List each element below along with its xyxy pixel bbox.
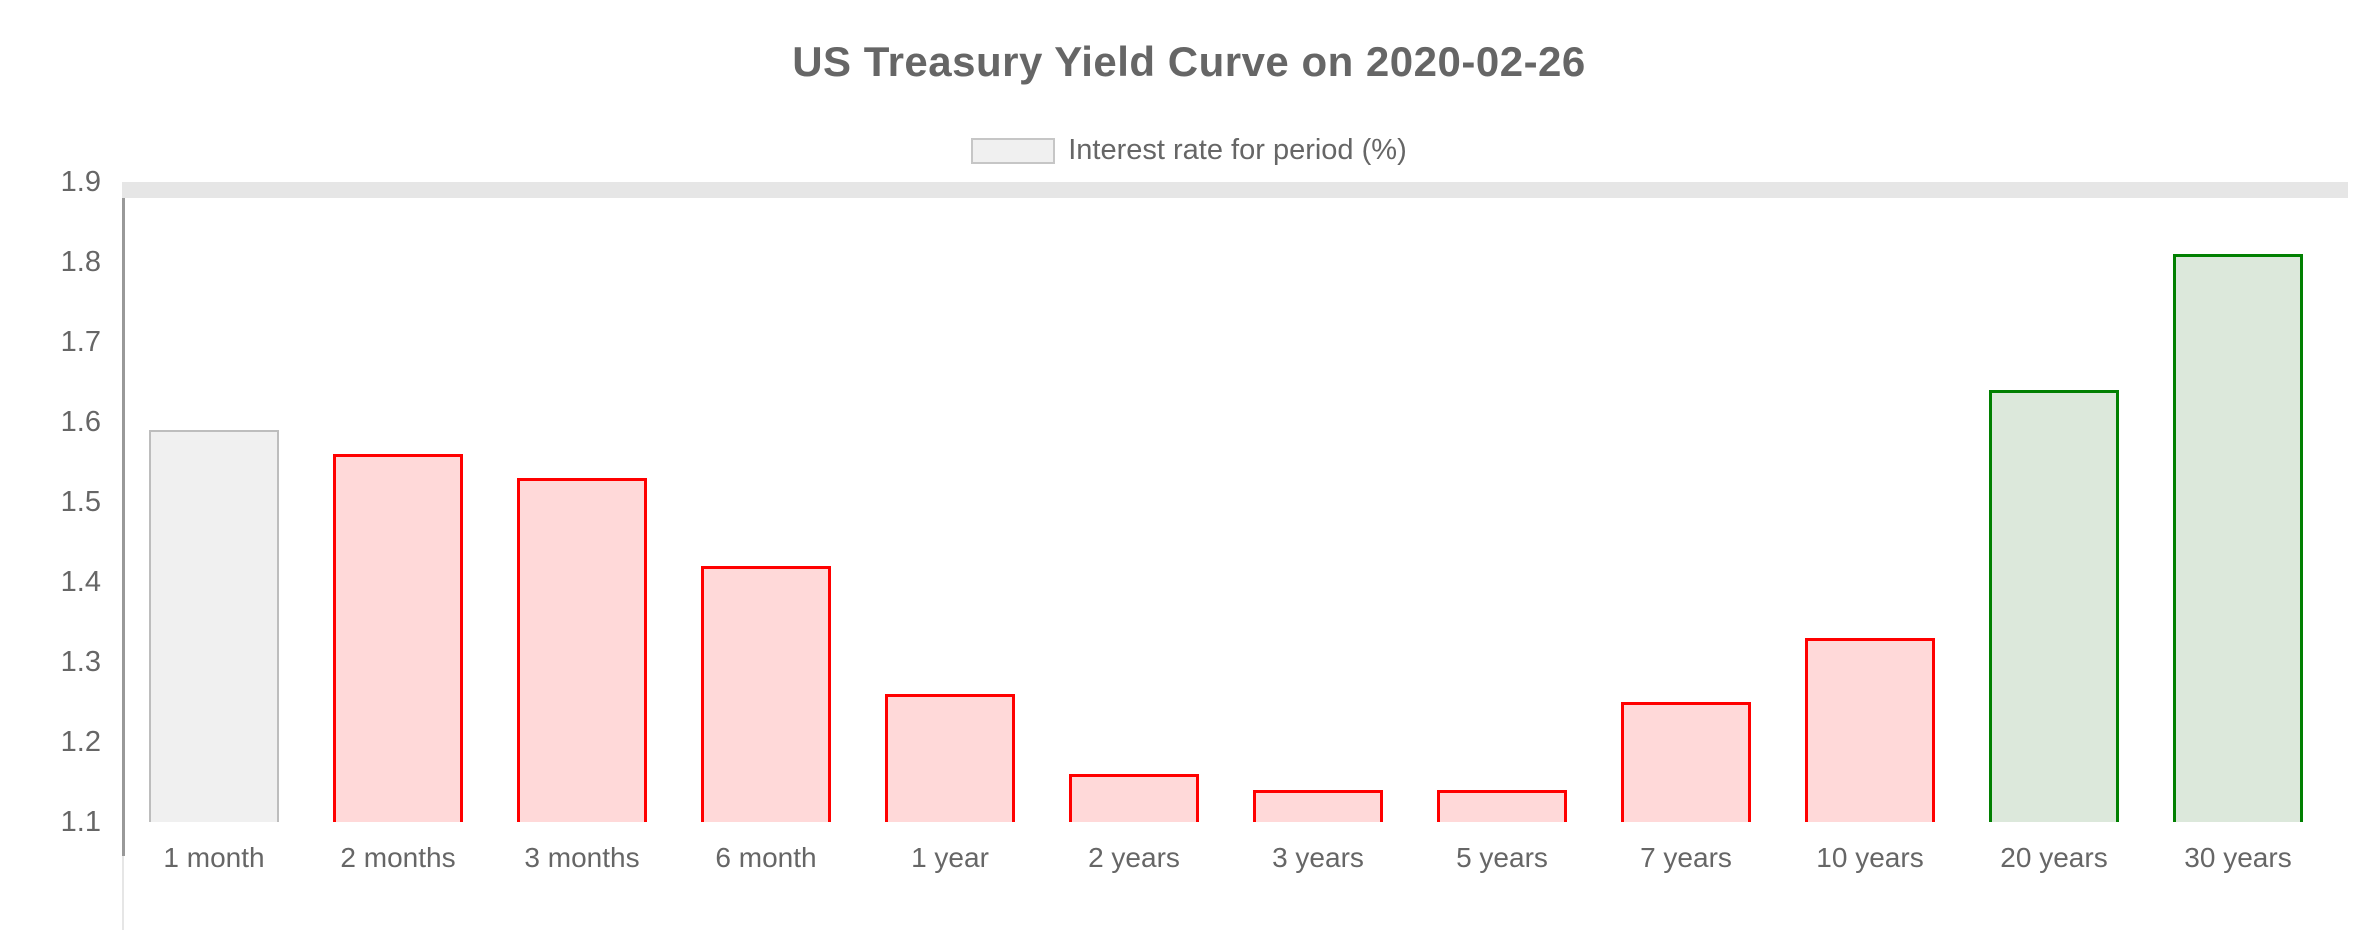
bar-7-years	[1621, 702, 1751, 822]
legend-label: Interest rate for period (%)	[1068, 134, 1407, 166]
x-tick-label: 5 years	[1456, 842, 1548, 873]
y-tick-label: 1.7	[60, 326, 101, 358]
x-tick-label: 1 year	[911, 842, 989, 873]
y-tick-label: 1.4	[60, 566, 101, 598]
legend-item[interactable]: Interest rate for period (%)	[971, 134, 1407, 167]
grid-line-horizontal	[122, 190, 2348, 192]
x-tick-label: 1 month	[163, 842, 265, 873]
grid-line-horizontal	[122, 194, 2348, 196]
grid-line-horizontal	[122, 188, 2348, 190]
y-tick-label: 1.3	[60, 646, 101, 678]
bar-20-years	[1989, 390, 2119, 822]
bar-6-month	[701, 566, 831, 822]
bar-3-months	[517, 478, 647, 822]
chart-title: US Treasury Yield Curve on 2020-02-26	[792, 38, 1586, 85]
x-tick-label: 6 month	[715, 842, 817, 873]
grid-line-horizontal	[122, 182, 2348, 184]
x-tick-label: 7 years	[1640, 842, 1732, 873]
y-tick-label: 1.5	[60, 486, 101, 518]
x-tick-label: 10 years	[1816, 842, 1924, 873]
bar-3-years	[1253, 790, 1383, 822]
y-tick-label: 1.2	[60, 726, 101, 758]
bar-1-year	[885, 694, 1015, 822]
plot-area: 1.9 1.8 1.7 1.6 1.5 1.4 1.3 1.2 1.1 1 month 2 mont…	[61, 166, 2348, 930]
x-tick-label: 2 months	[340, 842, 456, 873]
bar-2-years	[1069, 774, 1199, 822]
y-tick-label: 1.6	[60, 406, 101, 438]
bar-2-months	[333, 454, 463, 822]
x-tick-label: 2 years	[1088, 842, 1180, 873]
grid-line-horizontal	[122, 186, 2348, 188]
y-axis-line	[122, 198, 125, 856]
x-tick-label: 3 months	[524, 842, 640, 873]
x-tick-label: 30 years	[2184, 842, 2292, 873]
legend: Interest rate for period (%)	[0, 134, 2378, 167]
bar-30-years	[2173, 254, 2303, 822]
bar-5-years	[1437, 790, 1567, 822]
x-tick-label: 3 years	[1272, 842, 1364, 873]
bar-10-years	[1805, 638, 1935, 822]
y-tick-label: 1.9	[60, 166, 101, 198]
legend-swatch	[971, 137, 1056, 164]
grid-line-vertical	[122, 856, 124, 930]
bar-1-month	[149, 430, 279, 822]
y-tick-label: 1.1	[60, 806, 101, 838]
x-tick-label: 20 years	[2000, 842, 2108, 873]
y-tick-label: 1.8	[60, 246, 101, 278]
grid-line-horizontal	[122, 196, 2348, 198]
grid-line-horizontal	[122, 192, 2348, 194]
grid-line-horizontal	[122, 184, 2348, 186]
